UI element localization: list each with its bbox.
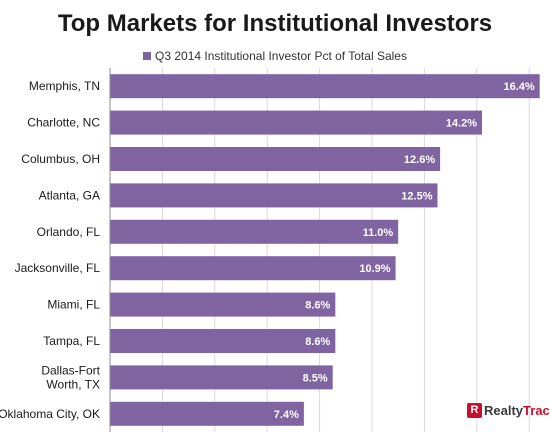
data-label: 8.5% bbox=[303, 372, 328, 384]
legend: Q3 2014 Institutional Investor Pct of To… bbox=[0, 49, 550, 63]
category-label: Orlando, FL bbox=[37, 225, 101, 239]
category-label: Columbus, OH bbox=[21, 152, 100, 166]
data-label: 16.4% bbox=[503, 81, 534, 93]
category-label: Tampa, FL bbox=[43, 334, 100, 348]
data-label: 8.6% bbox=[305, 336, 330, 348]
logo-text-accent: Trac bbox=[523, 402, 550, 418]
bar bbox=[110, 219, 399, 244]
bar bbox=[110, 183, 438, 208]
data-label: 12.5% bbox=[401, 190, 432, 202]
bar bbox=[110, 74, 540, 99]
legend-swatch bbox=[143, 51, 152, 60]
category-label: Atlanta, GA bbox=[39, 188, 100, 202]
category-label: Memphis, TN bbox=[29, 79, 100, 93]
data-label: 7.4% bbox=[274, 409, 299, 421]
data-label: 8.6% bbox=[305, 300, 330, 312]
chart-title: Top Markets for Institutional Investors bbox=[57, 10, 493, 37]
bar bbox=[110, 110, 483, 135]
category-label: Dallas-Fort Worth, TX bbox=[41, 363, 100, 391]
data-label: 11.0% bbox=[363, 227, 394, 239]
data-label: 10.9% bbox=[359, 263, 390, 275]
legend-label: Q3 2014 Institutional Investor Pct of To… bbox=[155, 49, 407, 63]
realtytrac-logo-icon: R bbox=[467, 402, 482, 418]
bar bbox=[110, 329, 336, 353]
bar bbox=[110, 292, 336, 317]
category-label: Oklahoma City, OK bbox=[0, 407, 100, 421]
bar bbox=[110, 147, 441, 171]
bar bbox=[110, 365, 333, 390]
category-label: Charlotte, NC bbox=[27, 116, 100, 130]
data-label: 12.6% bbox=[404, 154, 435, 166]
realtytrac-logo: R Realty Trac bbox=[467, 400, 550, 420]
bar bbox=[110, 401, 304, 426]
category-label: Miami, FL bbox=[47, 298, 100, 312]
bar bbox=[110, 256, 396, 281]
logo-text-prefix: Realty bbox=[484, 402, 524, 418]
category-label: Jacksonville, FL bbox=[15, 261, 101, 275]
data-label: 14.2% bbox=[446, 118, 477, 130]
